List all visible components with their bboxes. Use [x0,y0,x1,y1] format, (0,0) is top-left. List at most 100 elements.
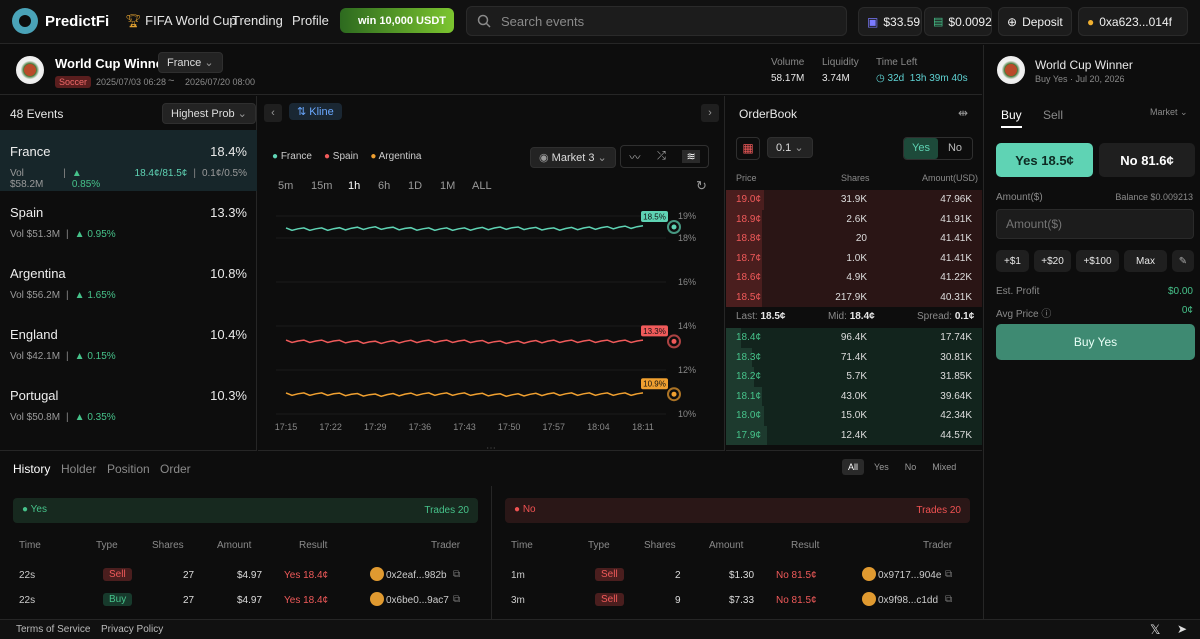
copy-icon[interactable]: ⧉ [453,594,461,605]
nav-profile[interactable]: Profile [292,13,329,28]
timeframe-all[interactable]: ALL [472,180,492,192]
ask-row[interactable]: 18.9¢ 2.6K 41.91K [726,209,982,229]
filter-no[interactable]: No [904,462,917,472]
search-bar[interactable]: Search events [466,6,847,36]
col-trader[interactable]: Trader [431,540,461,551]
filter-mixed[interactable]: Mixed [932,462,957,472]
timeframe-1d[interactable]: 1D [408,180,423,192]
col-result[interactable]: Result [299,540,328,551]
timeframe-6h[interactable]: 6h [378,180,391,192]
kline-toggle[interactable]: ⇅ Kline [289,103,342,120]
outcome-select[interactable]: France ⌄ [158,52,223,73]
copy-icon[interactable]: ⧉ [945,594,953,605]
event-item-england[interactable]: England 10.4% Vol $42.1M | ▲ 0.15% [10,327,247,362]
event-item-argentina[interactable]: Argentina 10.8% Vol $56.2M | ▲ 1.65% [10,266,247,301]
tab-sell[interactable]: Sell [1043,108,1064,122]
tab-position[interactable]: Position [107,462,150,476]
col-time[interactable]: Time [511,540,533,551]
resize-handle-icon[interactable]: ⋯ [486,443,496,454]
line-chart-icon[interactable]: 〰 [629,151,641,164]
trade-row[interactable]: 1m Sell 2 $1.30 No 81.5¢ 0x9717...904e ⧉ [505,564,970,586]
ask-row[interactable]: 18.5¢ 217.9K 40.31K [726,287,982,307]
bid-row[interactable]: 18.1¢ 43.0K 39.64K [726,386,982,406]
bid-row[interactable]: 18.2¢ 5.7K 31.85K [726,367,982,387]
yes-outcome-button[interactable]: Yes 18.5¢ [996,143,1093,177]
privacy-link[interactable]: Privacy Policy [101,624,164,635]
book-layout-icon[interactable]: ▦ [736,137,760,160]
ask-row[interactable]: 18.6¢ 4.9K 41.22K [726,268,982,288]
sort-select[interactable]: Highest Prob ⌄ [162,103,256,124]
trade-trader[interactable]: 0x6be0...9ac7 [386,595,449,606]
amount-input[interactable] [996,209,1194,239]
chevron-right-icon[interactable]: › [701,104,719,122]
timeframe-5m[interactable]: 5m [278,180,294,192]
col-amount[interactable]: Amount [217,540,252,551]
wallet-button[interactable]: ● 0xa623...014f [1078,7,1188,36]
bid-row[interactable]: 17.9¢ 12.4K 44.57K [726,425,982,445]
brand-logo[interactable]: PredictFi [12,8,109,34]
timeframe-1m[interactable]: 1M [440,180,456,192]
ask-row[interactable]: 18.8¢ 20 41.41K [726,229,982,249]
ask-row[interactable]: 18.7¢ 1.0K 41.41K [726,248,982,268]
copy-icon[interactable]: ⧉ [453,569,461,580]
trade-trader[interactable]: 0x9f98...c1dd [878,595,939,606]
col-type[interactable]: Type [588,540,610,551]
col-result[interactable]: Result [791,540,820,551]
col-trader[interactable]: Trader [923,540,953,551]
bid-row[interactable]: 18.0¢ 15.0K 42.34K [726,406,982,426]
toggle-no[interactable]: No [947,142,963,154]
bid-row[interactable]: 18.4¢ 96.4K 17.74K [726,328,982,348]
tick-size-select[interactable]: 0.1 ⌄ [767,137,813,158]
trade-row[interactable]: 3m Sell 9 $7.33 No 81.5¢ 0x9f98...c1dd ⧉ [505,589,970,611]
balance-credit[interactable]: ▤ $0.0092 [924,7,992,36]
ask-row[interactable]: 19.0¢ 31.9K 47.96K [726,190,982,210]
tab-buy[interactable]: Buy [1001,108,1022,128]
tab-holder[interactable]: Holder [61,462,97,476]
expand-icon[interactable]: ⇹ [958,106,969,120]
quick-max[interactable]: Max [1124,250,1167,272]
multi-line-icon[interactable]: ≋ [682,150,700,163]
quick-add-20[interactable]: +$20 [1034,250,1071,272]
timeframe-15m[interactable]: 15m [311,180,333,192]
event-item-france[interactable]: France 18.4% Vol $58.2M | ▲ 0.85% 18.4¢/81.… [0,130,257,191]
balance-usd[interactable]: ▣ $33.59 [858,7,922,36]
timeframe-1h[interactable]: 1h [348,180,361,192]
deposit-button[interactable]: ⊕ Deposit [998,7,1072,36]
quick-add-100[interactable]: +$100 [1076,250,1119,272]
filter-yes[interactable]: Yes [874,462,889,472]
col-time[interactable]: Time [19,540,41,551]
tab-order[interactable]: Order [160,462,191,476]
promo-banner[interactable]: win 10,000 USDT [340,8,454,33]
event-item-portugal[interactable]: Portugal 10.3% Vol $50.8M | ▲ 0.35% [10,388,247,423]
x-social-icon[interactable]: 𝕏 [1150,622,1161,637]
refresh-icon[interactable]: ↻ [696,178,707,193]
trade-row[interactable]: 22s Buy 27 $4.97 Yes 18.4¢ 0x6be0...9ac7 ⧉ [13,589,478,611]
quick-add-1[interactable]: +$1 [996,250,1029,272]
telegram-icon[interactable]: ➤ [1177,622,1188,636]
toggle-yes[interactable]: Yes [904,138,938,159]
col-amount[interactable]: Amount [709,540,744,551]
buy-yes-button[interactable]: Buy Yes [996,324,1195,360]
col-type[interactable]: Type [96,540,118,551]
col-shares[interactable]: Shares [644,540,676,551]
trade-trader[interactable]: 0x2eaf...982b [386,570,447,581]
price-chart[interactable]: 19% 18% 16% 14% 12% 10% 17:15 17:22 17:29 17:36 17… [258,196,724,436]
edit-icon[interactable]: ✎ [1172,250,1194,272]
event-probability: 10.8% [210,266,247,281]
trade-trader[interactable]: 0x9717...904e [878,570,942,581]
col-shares[interactable]: Shares [152,540,184,551]
nav-trending[interactable]: Trending [232,13,283,28]
filter-all[interactable]: All [842,459,865,475]
terms-link[interactable]: Terms of Service [16,624,91,635]
event-item-spain[interactable]: Spain 13.3% Vol $51.3M | ▲ 0.95% [10,205,247,240]
trade-row[interactable]: 22s Sell 27 $4.97 Yes 18.4¢ 0x2eaf...982b ⧉ [13,564,478,586]
copy-icon[interactable]: ⧉ [945,569,953,580]
no-outcome-button[interactable]: No 81.6¢ [1099,143,1195,177]
nav-fifa-world-cup[interactable]: 🏆︎ FIFA World Cup [125,13,237,29]
market-select[interactable]: ◉ Market 3 ⌄ [530,147,616,168]
order-type-select[interactable]: Market ⌄ [1150,107,1188,118]
shuffle-icon[interactable]: ⤮ [656,150,666,162]
chevron-left-icon[interactable]: ‹ [264,104,282,122]
tab-history[interactable]: History [13,462,51,476]
bid-row[interactable]: 18.3¢ 71.4K 30.81K [726,347,982,367]
